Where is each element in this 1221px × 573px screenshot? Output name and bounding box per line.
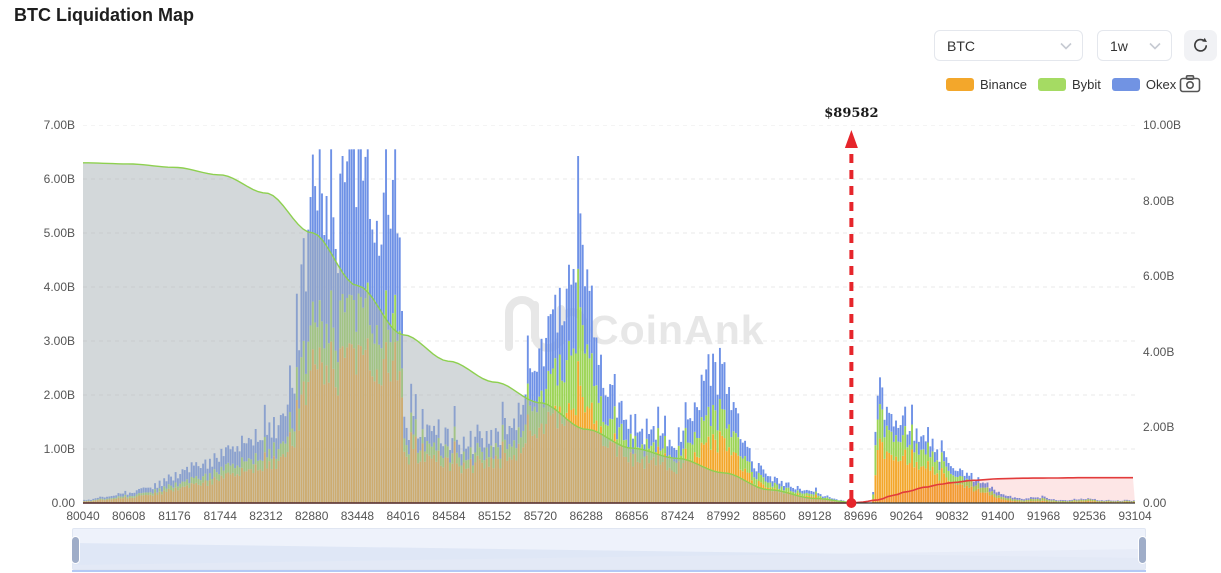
liquidation-chart-plot[interactable]: CoinAnk [83, 125, 1135, 509]
datazoom-handle-left[interactable] [72, 537, 79, 563]
legend-item-bybit[interactable]: Bybit [1038, 77, 1101, 92]
x-axis-tick-label: 80040 [66, 508, 99, 524]
datazoom-handle-right[interactable] [1139, 537, 1146, 563]
svg-text:CoinAnk: CoinAnk [589, 307, 765, 353]
x-axis-tick-label: 91400 [981, 508, 1014, 524]
okex-swatch [1112, 78, 1140, 91]
x-axis-tick-label: 90832 [935, 508, 968, 524]
x-axis-tick-label: 82880 [295, 508, 328, 524]
bybit-swatch [1038, 78, 1066, 91]
binance-swatch [946, 78, 974, 91]
y-left-tick-label: 6.00B [5, 171, 75, 187]
chevron-down-icon [1149, 42, 1161, 50]
screenshot-button[interactable] [1179, 74, 1201, 94]
camera-icon [1179, 74, 1201, 94]
x-axis-tick-label: 82312 [249, 508, 282, 524]
symbol-select-value: BTC [947, 38, 975, 54]
datazoom-preview [73, 529, 1145, 569]
x-axis-tick-label: 87992 [707, 508, 740, 524]
x-axis-tick-label: 85152 [478, 508, 511, 524]
legend-item-okex[interactable]: Okex [1112, 77, 1176, 92]
x-axis-tick-label: 93104 [1118, 508, 1151, 524]
y-left-tick-label: 7.00B [5, 117, 75, 133]
coinank-watermark: CoinAnk [509, 300, 765, 353]
x-axis-tick-label: 84016 [386, 508, 419, 524]
x-axis-tick-label: 89128 [798, 508, 831, 524]
refresh-button[interactable] [1184, 30, 1217, 61]
y-left-tick-label: 4.00B [5, 279, 75, 295]
x-axis-tick-label: 86856 [615, 508, 648, 524]
y-right-tick-label: 2.00B [1143, 419, 1174, 435]
page-title: BTC Liquidation Map [14, 5, 194, 26]
chevron-down-icon [1060, 42, 1072, 50]
y-left-tick-label: 5.00B [5, 225, 75, 241]
interval-select-value: 1w [1110, 38, 1128, 54]
x-axis-tick-label: 89696 [844, 508, 877, 524]
y-left-tick-label: 3.00B [5, 333, 75, 349]
interval-select[interactable]: 1w [1097, 30, 1172, 61]
legend-label: Okex [1146, 77, 1176, 92]
x-axis-tick-label: 81176 [158, 508, 190, 524]
y-right-tick-label: 10.00B [1143, 117, 1181, 133]
y-right-tick-label: 4.00B [1143, 344, 1174, 360]
y-right-tick-label: 8.00B [1143, 193, 1174, 209]
refresh-icon [1191, 36, 1210, 55]
y-left-tick-label: 1.00B [5, 441, 75, 457]
datazoom-slider[interactable] [72, 528, 1146, 570]
legend-label: Binance [980, 77, 1027, 92]
x-axis-tick-label: 88560 [752, 508, 785, 524]
x-axis-tick-label: 92536 [1073, 508, 1106, 524]
y-left-tick-label: 2.00B [5, 387, 75, 403]
legend-label: Bybit [1072, 77, 1101, 92]
x-axis-tick-label: 86288 [569, 508, 602, 524]
symbol-select[interactable]: BTC [934, 30, 1083, 61]
legend: Binance Bybit Okex [946, 75, 1176, 93]
liquidation-map-widget: BTC Liquidation Map BTC 1w Binance Bybit… [0, 0, 1221, 573]
x-axis-tick-label: 83448 [341, 508, 374, 524]
x-axis-tick-label: 91968 [1027, 508, 1060, 524]
x-axis-tick-label: 85720 [524, 508, 557, 524]
x-axis-tick-label: 81744 [204, 508, 237, 524]
y-right-tick-label: 6.00B [1143, 268, 1174, 284]
x-axis-tick-label: 90264 [890, 508, 923, 524]
current-price-label: $89582 [824, 106, 878, 121]
legend-item-binance[interactable]: Binance [946, 77, 1027, 92]
current-price-marker [845, 130, 858, 508]
x-axis-tick-label: 84584 [432, 508, 465, 524]
next-section-divider [72, 570, 1146, 572]
x-axis-tick-label: 87424 [661, 508, 694, 524]
x-axis-tick-label: 80608 [112, 508, 145, 524]
y-left-tick-label: 0.00 [5, 495, 75, 511]
